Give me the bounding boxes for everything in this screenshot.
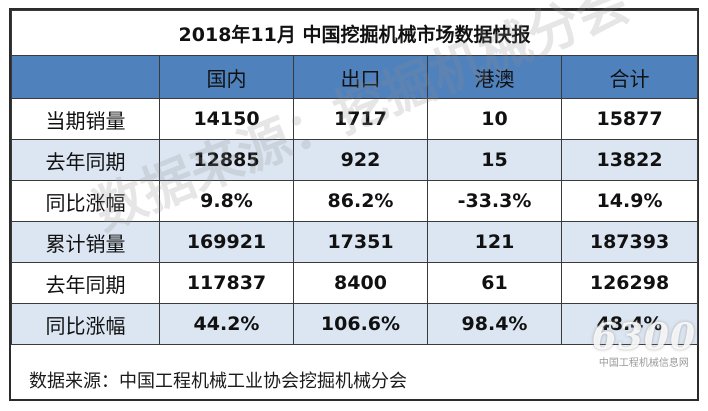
table-row: 同比涨幅 9.8% 86.2% -33.3% 14.9% [11, 180, 699, 222]
cell-export: 1717 [293, 98, 428, 140]
table-row: 当期销量 14150 1717 10 15877 [11, 98, 699, 140]
cell-domestic: 117837 [159, 262, 294, 304]
cell-total: 14.9% [560, 180, 699, 222]
row-label: 同比涨幅 [11, 180, 160, 222]
cell-domestic: 169921 [159, 221, 294, 263]
cell-hk-macau: 15 [427, 139, 562, 181]
data-source-note: 数据来源：中国工程机械工业协会挖掘机械分会 [29, 371, 407, 392]
row-label: 同比涨幅 [11, 303, 160, 345]
table-title: 2018年11月 中国挖掘机械市场数据快报 [10, 10, 699, 56]
header-corner-cell [11, 55, 160, 99]
cell-total: 13822 [560, 139, 699, 181]
row-label: 当期销量 [11, 98, 160, 140]
cell-export: 922 [293, 139, 428, 181]
header-total: 合计 [560, 55, 699, 99]
row-label: 去年同期 [11, 262, 160, 304]
cell-domestic: 12885 [159, 139, 294, 181]
cell-hk-macau: 10 [427, 98, 562, 140]
cell-total: 48.4% [560, 303, 699, 345]
table-row: 同比涨幅 44.2% 106.6% 98.4% 48.4% [11, 303, 699, 345]
header-row: 国内 出口 港澳 合计 [11, 55, 699, 99]
data-table-frame: 2018年11月 中国挖掘机械市场数据快报 国内 出口 港澳 合计 当期销量 1… [9, 8, 699, 401]
cell-total: 126298 [560, 262, 699, 304]
cell-hk-macau: 61 [427, 262, 562, 304]
cell-total: 187393 [560, 221, 699, 263]
title-row: 2018年11月 中国挖掘机械市场数据快报 [10, 10, 699, 56]
cell-domestic: 14150 [159, 98, 294, 140]
sales-data-table: 2018年11月 中国挖掘机械市场数据快报 国内 出口 港澳 合计 当期销量 1… [10, 10, 699, 345]
table-row: 去年同期 12885 922 15 13822 [11, 139, 699, 181]
header-export: 出口 [293, 55, 428, 99]
header-hk-macau: 港澳 [427, 55, 562, 99]
cell-domestic: 44.2% [159, 303, 294, 345]
cell-export: 17351 [293, 221, 428, 263]
header-domestic: 国内 [159, 55, 294, 99]
cell-domestic: 9.8% [159, 180, 294, 222]
cell-hk-macau: 98.4% [427, 303, 562, 345]
row-label: 去年同期 [11, 139, 160, 181]
table-row: 累计销量 169921 17351 121 187393 [11, 221, 699, 263]
cell-hk-macau: 121 [427, 221, 562, 263]
cell-total: 15877 [560, 98, 699, 140]
table-row: 去年同期 117837 8400 61 126298 [11, 262, 699, 304]
row-label: 累计销量 [11, 221, 160, 263]
cell-export: 8400 [293, 262, 428, 304]
cell-hk-macau: -33.3% [427, 180, 562, 222]
cell-export: 106.6% [293, 303, 428, 345]
cell-export: 86.2% [293, 180, 428, 222]
